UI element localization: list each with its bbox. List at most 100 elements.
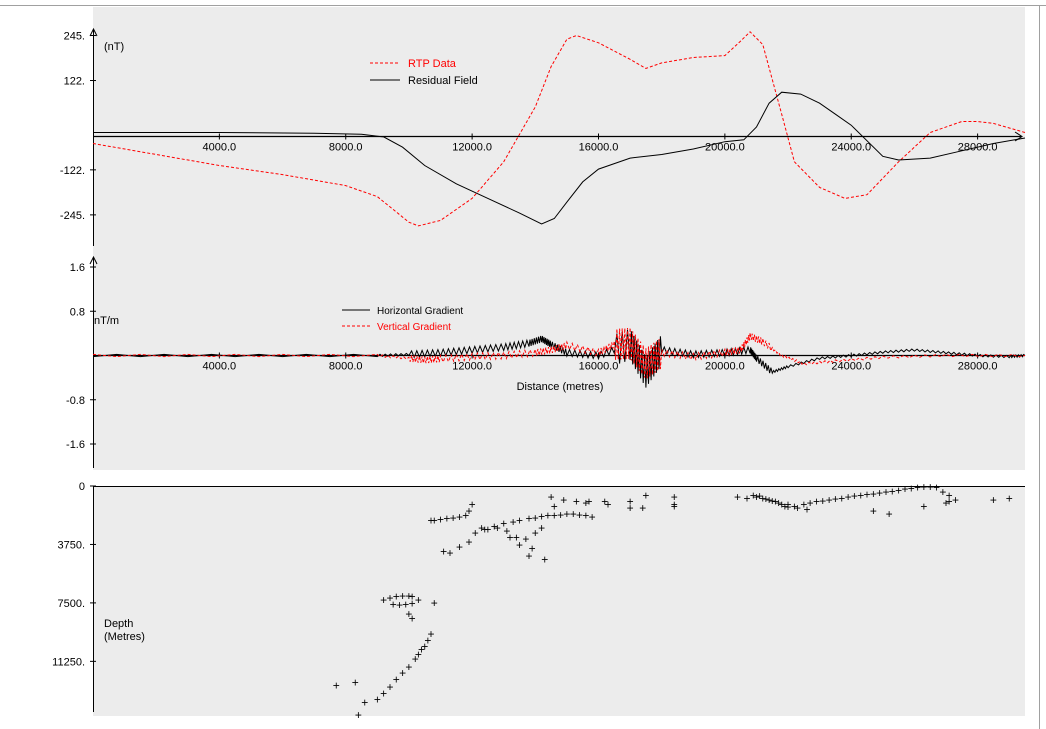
depth-point: + [908,481,915,495]
depth-point: + [807,496,814,510]
depth-point: + [882,485,889,499]
depth-point: + [551,499,558,513]
depth-point: + [601,495,608,509]
panel-gradient [93,252,1025,470]
depth-point: + [570,507,577,521]
depth-point: + [927,480,934,494]
depth-point: + [832,492,839,506]
y-tick-label: 122. [64,76,85,88]
depth-point: + [750,488,757,502]
depth-point: + [756,489,763,503]
depth-point: + [781,499,788,513]
depth-point: + [412,652,419,666]
depth-axes [93,486,1025,712]
x-tick-label: 20000.0 [705,142,745,154]
depth-point: + [939,485,946,499]
depth-point: + [405,607,412,621]
depth-y-label-line1: Depth [104,618,133,630]
depth-point: + [374,693,381,707]
depth-point: + [762,492,769,506]
depth-point: + [440,544,447,558]
y-tick-label: 1.6 [70,262,85,274]
y-tick-label: -122. [60,165,85,177]
depth-point: + [586,495,593,509]
depth-point: + [415,647,422,661]
depth-point: + [990,493,997,507]
depth-point: + [627,501,634,515]
depth-point: + [532,526,539,540]
panel-magnetic [93,7,1025,252]
depth-point: + [548,490,555,504]
depth-point: + [396,598,403,612]
depth-point: + [386,680,393,694]
depth-point: + [775,496,782,510]
depth-point: + [876,486,883,500]
depth-point: + [576,508,583,522]
magnetic-field-chart: (nT) 245. 122. -122. -245. 4000.0 8000.0 1200… [60,27,1026,246]
depth-point: + [541,552,548,566]
legend-horizontal-label: Horizontal Gradient [377,306,463,317]
depth-point: + [920,499,927,513]
depth-point: + [428,513,435,527]
depth-point: + [557,508,564,522]
depth-point: + [766,493,773,507]
depth-point: + [355,708,362,722]
depth-point: + [409,590,416,604]
depth-point: + [671,498,678,512]
depth-point: + [431,596,438,610]
depth-point: + [946,488,953,502]
y-tick-label: 0 [79,481,85,493]
depth-point: + [914,481,921,495]
x-tick-label: 4000.0 [203,142,237,154]
depth-point: + [864,488,871,502]
depth-point: + [943,496,950,510]
residual-field-line [93,91,1026,225]
depth-point: + [772,495,779,509]
gradient-x-axis-label: Distance (metres) [517,381,604,393]
depth-point: + [529,541,536,555]
depth-point: + [532,511,539,525]
depth-point: + [952,493,959,507]
x-tick-label: 12000.0 [452,142,492,154]
depth-point: + [813,495,820,509]
gradient-y-unit: nT/m [94,315,119,327]
depth-point: + [437,513,444,527]
depth-point: + [826,493,833,507]
depth-point: + [734,490,741,504]
depth-point: + [785,498,792,512]
y-tick-label: 3750. [57,539,85,551]
x-tick-label: 24000.0 [831,361,871,373]
x-tick-label: 12000.0 [452,361,492,373]
depth-point: + [418,643,425,657]
depth-point: + [538,521,545,535]
depth-point: + [491,520,498,534]
depth-point: + [627,495,634,509]
depth-point: + [380,686,387,700]
magnetic-y-unit: (nT) [104,41,124,53]
x-tick-label: 8000.0 [329,361,363,373]
depth-point: + [857,488,864,502]
depth-point: + [769,494,776,508]
depth-point: + [933,481,940,495]
depth-point: + [671,490,678,504]
y-tick-label: 0.8 [70,306,85,318]
depth-point: + [551,509,558,523]
depth-point: + [582,496,589,510]
depth-point: + [352,675,359,689]
depth-point: + [443,512,450,526]
gradient-legend: Horizontal Gradient Vertical Gradient [342,306,463,333]
depth-point: + [456,510,463,524]
gradient-y-ticks: 1.6 0.8 -0.8 -1.6 [66,262,96,451]
depth-point: + [573,495,580,509]
depth-point: + [538,509,545,523]
depth-point: + [589,510,596,524]
depth-point: + [409,597,416,611]
y-tick-label: -1.6 [66,439,85,451]
depth-point: + [399,589,406,603]
depth-point: + [851,489,858,503]
depth-point: + [671,499,678,513]
gradient-x-ticks: 4000.0 8000.0 12000.0 16000.0 20000.0 24000.0… [203,352,997,373]
magnetic-legend: RTP Data Residual Field [370,58,478,87]
depth-point: + [446,546,453,560]
